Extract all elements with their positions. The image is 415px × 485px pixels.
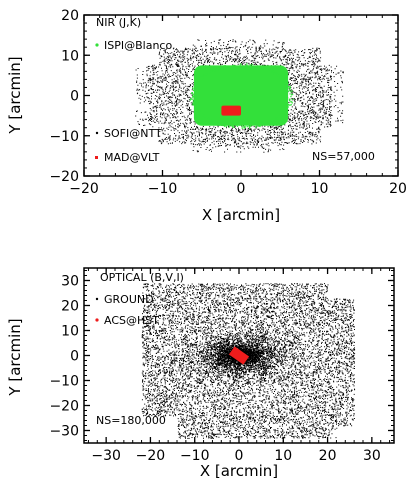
- legend-label-mad: MAD@VLT: [104, 151, 160, 164]
- legend-marker-acs: [95, 318, 99, 322]
- ground-points: [141, 283, 356, 439]
- optical-ns-annotation: NS=180,000: [96, 414, 166, 427]
- ispi-region: [193, 65, 289, 126]
- nir-panel-title: NIR (J,K): [96, 16, 141, 29]
- x-tick-label: −20: [69, 181, 99, 197]
- nir-panel: −20 −10 0 10 20 −20 −10 0 10 20 NIR (J,K) NS=57,0…: [6, 8, 407, 224]
- nir-ns-annotation: NS=57,000: [312, 150, 375, 163]
- x-tick-label: 0: [235, 448, 244, 464]
- legend-marker-ground: [95, 297, 99, 301]
- legend-label-ground: GROUND: [104, 293, 154, 306]
- nir-scatter-points: [135, 39, 344, 153]
- optical-panel: −30 −20 −10 0 10 20 30 −30 −20 −10 0 10 20 30 OPTICAL…: [6, 267, 395, 480]
- optical-panel-title: OPTICAL (B,V,I): [100, 271, 184, 284]
- optical-legend: GROUND ACS@HST: [95, 293, 159, 327]
- x-tick-label: 10: [274, 448, 292, 464]
- sofi-points: [135, 39, 344, 153]
- y-tick-label: −20: [49, 169, 79, 185]
- nir-x-axis-label: X [arcmin]: [202, 206, 280, 224]
- legend-label-ispi: ISPI@Blanco: [104, 39, 172, 52]
- legend-label-acs: ACS@HST: [104, 314, 159, 327]
- y-tick-label: −20: [49, 399, 79, 415]
- y-tick-label: 30: [61, 274, 79, 290]
- x-tick-label: 30: [363, 448, 381, 464]
- legend-marker-sofi: [95, 131, 99, 135]
- y-tick-label: 20: [61, 8, 79, 24]
- y-tick-label: 10: [61, 48, 79, 64]
- nir-y-axis-label: Y [arcmin]: [6, 56, 24, 134]
- x-tick-label: 20: [389, 181, 407, 197]
- y-tick-label: 0: [70, 89, 79, 105]
- x-tick-label: −10: [148, 181, 178, 197]
- x-tick-label: 10: [311, 181, 329, 197]
- nir-axis-ticks: −20 −10 0 10 20 −20 −10 0 10 20: [49, 8, 406, 197]
- x-tick-label: −30: [91, 448, 121, 464]
- optical-x-axis-label: X [arcmin]: [200, 462, 278, 480]
- y-tick-label: −10: [49, 129, 79, 145]
- optical-axis-ticks: −30 −20 −10 0 10 20 30 −30 −20 −10 0 10 20 30: [49, 268, 394, 464]
- y-tick-label: 10: [61, 324, 79, 340]
- y-tick-label: 20: [61, 299, 79, 315]
- x-tick-label: 0: [237, 181, 246, 197]
- nir-legend: ISPI@Blanco SOFI@NTT MAD@VLT: [95, 39, 172, 164]
- x-tick-label: 20: [319, 448, 337, 464]
- y-tick-label: −30: [49, 424, 79, 440]
- acs-region: [228, 346, 250, 365]
- x-tick-label: −10: [180, 448, 210, 464]
- optical-scatter-points: [141, 283, 356, 439]
- x-tick-label: −20: [136, 448, 166, 464]
- legend-marker-ispi: [95, 43, 99, 47]
- legend-marker-mad: [95, 156, 98, 159]
- legend-label-sofi: SOFI@NTT: [104, 127, 162, 140]
- y-tick-label: 0: [70, 349, 79, 365]
- mad-region: [221, 105, 241, 116]
- optical-y-axis-label: Y [arcmin]: [6, 318, 24, 396]
- y-tick-label: −10: [49, 374, 79, 390]
